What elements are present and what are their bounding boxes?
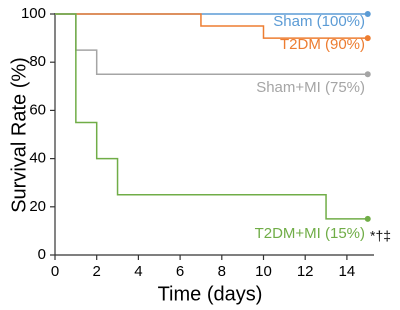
y-tick-label: 40: [29, 150, 46, 167]
x-tick-label: 10: [255, 263, 272, 280]
y-tick-label: 80: [29, 53, 46, 70]
end-point: [364, 11, 371, 17]
y-tick-label: 60: [29, 101, 46, 118]
series-label: T2DM (90%): [280, 36, 365, 53]
x-axis-title: Time (days): [158, 283, 263, 305]
y-tick-label: 100: [21, 5, 46, 22]
x-tick-label: 8: [218, 263, 226, 280]
y-axis-title: Survival Rate (%): [8, 57, 30, 213]
series-label: Sham (100%): [273, 13, 365, 30]
survival-curve: [55, 13, 368, 220]
end-point: [364, 35, 371, 42]
annotation: *†‡: [370, 228, 391, 244]
x-tick-label: 2: [93, 263, 101, 280]
x-tick-label: 14: [339, 263, 356, 280]
end-point: [364, 71, 371, 78]
series-label: T2DM+MI (15%): [255, 225, 365, 242]
x-tick-label: 4: [134, 263, 142, 280]
y-tick-label: 0: [38, 246, 46, 263]
y-tick-label: 20: [29, 198, 46, 215]
x-tick-label: 6: [176, 263, 184, 280]
x-tick-label: 12: [297, 263, 314, 280]
series-label: Sham+MI (75%): [256, 79, 365, 96]
survival-curve: [55, 13, 368, 39]
x-tick-label: 0: [51, 263, 59, 280]
end-point: [364, 215, 371, 222]
